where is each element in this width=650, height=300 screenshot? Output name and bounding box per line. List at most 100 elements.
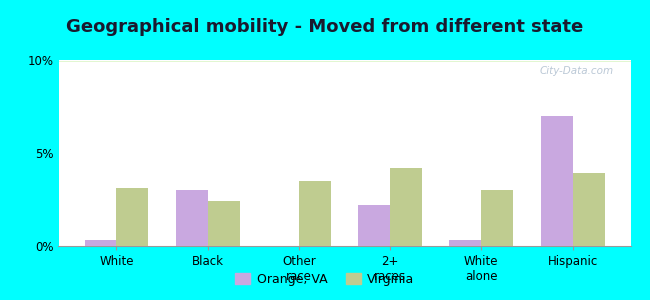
Bar	[58, 61, 630, 62]
Bar	[58, 61, 630, 62]
Bar	[58, 60, 630, 61]
Bar	[58, 60, 630, 61]
Legend: Orange, VA, Virginia: Orange, VA, Virginia	[231, 268, 419, 291]
Bar	[58, 61, 630, 62]
Bar	[58, 60, 630, 61]
Bar	[58, 60, 630, 61]
Bar	[58, 60, 630, 62]
Bar	[84, 240, 116, 246]
Bar	[358, 205, 390, 246]
Bar	[58, 60, 630, 61]
Bar	[58, 60, 630, 61]
Bar	[58, 60, 630, 61]
Bar	[58, 61, 630, 62]
Bar	[176, 190, 207, 246]
Bar	[58, 60, 630, 61]
Bar	[58, 60, 630, 61]
Bar	[58, 60, 630, 61]
Bar	[58, 61, 630, 62]
Bar	[58, 61, 630, 62]
Bar	[58, 60, 630, 61]
Bar	[58, 60, 630, 61]
Bar	[58, 60, 630, 61]
Bar	[58, 60, 630, 62]
Bar	[58, 61, 630, 62]
Bar	[58, 60, 630, 61]
Bar	[58, 61, 630, 62]
Bar	[58, 60, 630, 61]
Bar	[541, 116, 573, 246]
Bar	[573, 173, 604, 246]
Bar	[58, 60, 630, 61]
Bar	[58, 60, 630, 61]
Bar	[58, 60, 630, 61]
Bar	[58, 60, 630, 61]
Bar	[58, 60, 630, 61]
Bar	[58, 60, 630, 61]
Bar	[58, 60, 630, 61]
Bar	[58, 61, 630, 62]
Bar	[58, 60, 630, 61]
Bar	[58, 60, 630, 61]
Bar	[58, 60, 630, 62]
Bar	[58, 60, 630, 61]
Bar	[58, 60, 630, 61]
Bar	[58, 61, 630, 62]
Bar	[58, 60, 630, 61]
Bar	[58, 60, 630, 61]
Bar	[58, 60, 630, 61]
Bar	[58, 60, 630, 61]
Bar	[58, 61, 630, 62]
Bar	[390, 168, 422, 246]
Bar	[58, 61, 630, 62]
Bar	[58, 61, 630, 62]
Bar	[482, 190, 514, 246]
Bar	[58, 60, 630, 61]
Bar	[58, 60, 630, 61]
Bar	[58, 60, 630, 61]
Bar	[58, 60, 630, 61]
Bar	[58, 61, 630, 62]
Bar	[58, 60, 630, 61]
Bar	[58, 60, 630, 61]
Bar	[58, 60, 630, 61]
Bar	[58, 60, 630, 61]
Bar	[207, 201, 240, 246]
Bar	[58, 60, 630, 61]
Bar	[58, 61, 630, 62]
Bar	[58, 60, 630, 61]
Bar	[58, 61, 630, 62]
Bar	[58, 60, 630, 61]
Bar	[58, 60, 630, 61]
Bar	[58, 61, 630, 62]
Bar	[58, 60, 630, 61]
Bar	[449, 240, 482, 246]
Bar	[58, 60, 630, 61]
Bar	[58, 61, 630, 62]
Bar	[58, 61, 630, 62]
Bar	[58, 61, 630, 62]
Bar	[58, 60, 630, 61]
Bar	[58, 60, 630, 61]
Bar	[58, 60, 630, 61]
Bar	[58, 60, 630, 61]
Bar	[58, 60, 630, 61]
Bar	[58, 60, 630, 61]
Bar	[58, 60, 630, 61]
Bar	[58, 60, 630, 61]
Bar	[58, 61, 630, 62]
Bar	[58, 60, 630, 61]
Bar	[58, 61, 630, 62]
Bar	[58, 60, 630, 61]
Text: City-Data.com: City-Data.com	[540, 66, 614, 76]
Bar	[58, 60, 630, 61]
Bar	[58, 60, 630, 61]
Bar	[58, 60, 630, 61]
Bar	[58, 61, 630, 62]
Bar	[58, 60, 630, 61]
Bar	[58, 60, 630, 61]
Bar	[58, 61, 630, 62]
Bar	[58, 60, 630, 61]
Bar	[58, 61, 630, 62]
Bar	[58, 60, 630, 61]
